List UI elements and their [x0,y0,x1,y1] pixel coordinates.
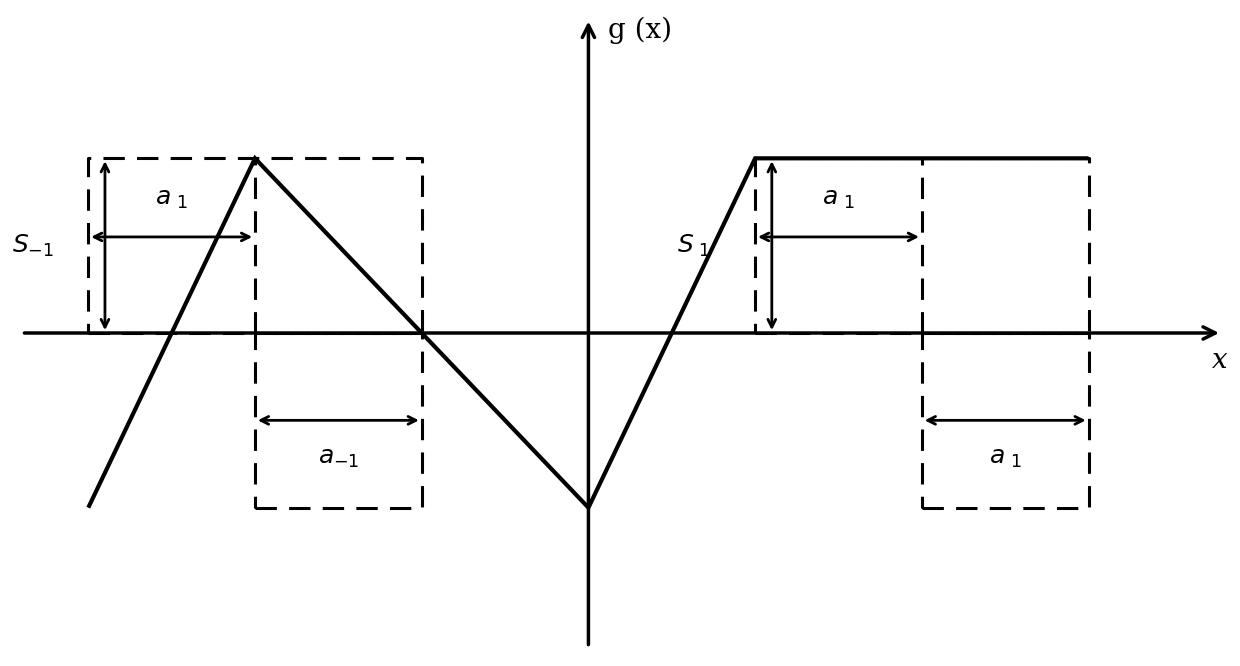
Text: $a_{\ 1}$: $a_{\ 1}$ [990,446,1022,470]
Text: $a_{\ 1}$: $a_{\ 1}$ [822,188,854,210]
Text: $S_{\ 1}$: $S_{\ 1}$ [677,232,711,259]
Text: x: x [1211,347,1228,374]
Text: $S_{-1}$: $S_{-1}$ [11,232,53,259]
Text: $a_{-1}$: $a_{-1}$ [317,446,360,470]
Text: $a_{\ 1}$: $a_{\ 1}$ [155,188,188,210]
Text: g (x): g (x) [609,16,672,43]
